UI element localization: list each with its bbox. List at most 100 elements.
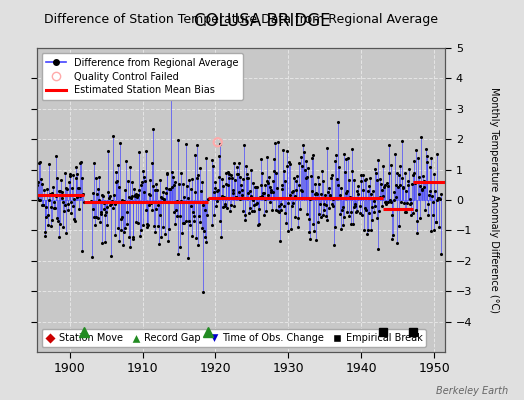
Point <box>213 198 222 204</box>
Point <box>290 175 298 181</box>
Point <box>89 190 97 196</box>
Point <box>158 195 166 202</box>
Point <box>171 221 180 227</box>
Point <box>124 234 133 240</box>
Point <box>179 220 187 226</box>
Point <box>100 200 108 206</box>
Point <box>149 126 157 132</box>
Point <box>391 182 400 188</box>
Point <box>127 193 136 199</box>
Point <box>369 209 378 215</box>
Point <box>166 186 174 192</box>
Point <box>274 139 282 146</box>
Point <box>65 179 73 186</box>
Point <box>75 160 84 166</box>
Point <box>402 188 411 194</box>
Point <box>226 202 235 208</box>
Point <box>349 221 357 228</box>
Point <box>62 185 70 191</box>
Point <box>234 160 243 166</box>
Point <box>408 180 416 187</box>
Point <box>213 188 221 194</box>
Point <box>433 197 441 203</box>
Point <box>366 227 375 234</box>
Point <box>431 219 440 225</box>
Point <box>133 194 141 200</box>
Point <box>410 158 419 165</box>
Point <box>45 197 53 204</box>
Point <box>268 189 277 195</box>
Point <box>185 222 194 228</box>
Point <box>106 202 114 208</box>
Point <box>276 238 284 244</box>
Point <box>208 222 216 228</box>
Point <box>128 178 136 185</box>
Point <box>195 165 204 172</box>
Point <box>67 199 75 205</box>
Point <box>217 193 226 199</box>
Point <box>51 153 60 159</box>
Point <box>119 242 127 249</box>
Point <box>63 185 71 192</box>
Point <box>259 190 267 196</box>
Point <box>39 202 47 208</box>
Point <box>317 191 325 197</box>
Point <box>196 219 204 226</box>
Point <box>104 148 113 155</box>
Point <box>298 162 306 169</box>
Point <box>422 158 431 165</box>
Point <box>146 192 154 199</box>
Point <box>35 197 43 204</box>
Point <box>432 219 441 225</box>
Point <box>353 208 362 214</box>
Point <box>222 181 231 188</box>
Point <box>334 119 343 126</box>
Point <box>425 192 433 198</box>
Point <box>41 204 50 211</box>
Point <box>139 222 147 229</box>
Point <box>375 207 383 214</box>
Point <box>419 173 427 179</box>
Point <box>383 180 391 187</box>
Text: COLUSA BRIDGE: COLUSA BRIDGE <box>194 12 330 30</box>
Point <box>329 202 337 209</box>
Point <box>215 218 224 224</box>
Point <box>297 186 305 193</box>
Point <box>71 175 80 181</box>
Point <box>199 202 207 208</box>
Point <box>237 192 246 198</box>
Point <box>116 227 125 233</box>
Point <box>132 190 140 197</box>
Point <box>320 207 329 214</box>
Point <box>181 198 189 205</box>
Point <box>308 188 316 194</box>
Point <box>339 204 347 210</box>
Point <box>56 220 64 227</box>
Point <box>97 210 105 217</box>
Point <box>58 195 67 201</box>
Point <box>370 198 378 204</box>
Point <box>109 205 117 212</box>
Point <box>239 208 248 214</box>
Point <box>340 151 348 157</box>
Point <box>39 202 48 208</box>
Point <box>88 254 96 261</box>
Point <box>210 212 219 218</box>
Point <box>192 234 200 241</box>
Point <box>87 197 95 204</box>
Point <box>134 192 142 198</box>
Point <box>89 206 97 212</box>
Point <box>234 171 242 177</box>
Point <box>412 207 420 213</box>
Point <box>162 170 171 177</box>
Point <box>67 210 75 216</box>
Point <box>322 202 330 208</box>
Point <box>189 209 197 215</box>
Point <box>175 181 183 188</box>
Point <box>431 188 439 194</box>
Point <box>287 226 295 232</box>
Point <box>160 196 168 202</box>
Point <box>37 202 46 209</box>
Point <box>49 205 58 212</box>
Point <box>74 184 82 191</box>
